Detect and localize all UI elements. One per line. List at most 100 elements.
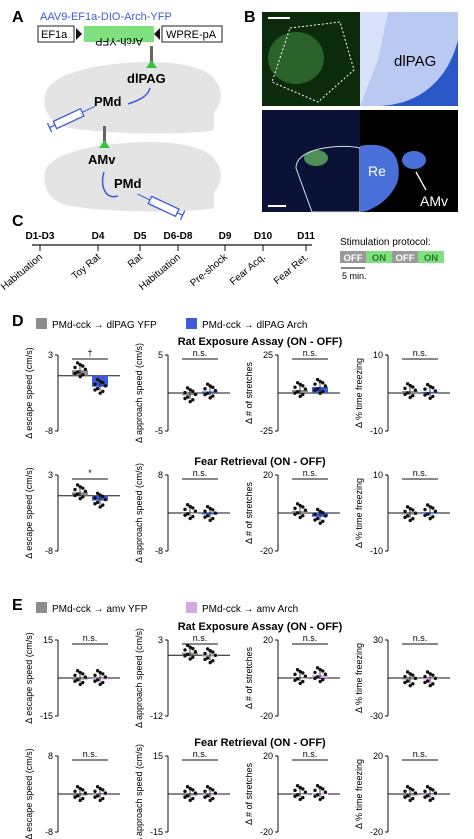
y-tick-label: 8 xyxy=(158,470,163,480)
protocol-block-on xyxy=(366,251,392,263)
significance-label: n.s. xyxy=(83,749,98,759)
data-point xyxy=(101,380,105,385)
data-point xyxy=(428,786,432,791)
y-tick-label: 3 xyxy=(48,350,53,360)
data-point xyxy=(73,371,77,376)
data-point xyxy=(405,794,410,798)
protocol-block-label: ON xyxy=(424,253,438,264)
y-tick-label: -12 xyxy=(150,711,163,721)
data-point xyxy=(208,396,212,400)
data-point xyxy=(75,794,80,798)
data-point xyxy=(183,654,187,658)
data-point xyxy=(203,789,207,793)
data-point xyxy=(95,785,100,789)
data-point xyxy=(78,496,82,501)
data-point xyxy=(318,667,322,672)
data-point xyxy=(103,675,108,679)
data-point xyxy=(93,388,97,392)
data-point xyxy=(93,789,97,793)
data-point xyxy=(433,389,438,393)
source-label-bottom: PMd xyxy=(114,176,142,191)
data-point xyxy=(298,382,302,387)
data-point xyxy=(295,502,300,506)
data-point xyxy=(185,643,190,648)
row-title: Fear Retrieval (ON - OFF) xyxy=(194,456,326,468)
data-point xyxy=(423,674,427,679)
timeline-session: Habituation xyxy=(137,252,183,293)
data-point xyxy=(75,483,80,487)
data-point xyxy=(428,396,432,400)
data-point xyxy=(411,385,415,389)
data-point xyxy=(101,672,105,676)
data-point xyxy=(425,785,430,789)
y-axis-label: Δ escape speed (cm/s) xyxy=(24,632,34,724)
data-point xyxy=(318,679,322,684)
panel-b: dlPAG Re AMv xyxy=(262,12,458,213)
data-point xyxy=(403,680,407,685)
data-point xyxy=(75,492,80,496)
data-point xyxy=(323,672,328,676)
data-point xyxy=(75,678,80,682)
y-tick-label: 3 xyxy=(158,635,163,645)
atlas-label-re: Re xyxy=(368,163,386,179)
data-point xyxy=(103,791,108,795)
data-point xyxy=(98,493,102,497)
data-point xyxy=(321,510,325,515)
y-axis-label: Δ approach speed (cm/s) xyxy=(134,628,144,728)
timeline-session: Fear Acq. xyxy=(228,252,268,288)
protocol-block-label: OFF xyxy=(396,253,415,264)
data-point xyxy=(403,509,407,514)
data-point xyxy=(208,518,212,523)
data-point xyxy=(193,791,198,795)
data-point xyxy=(95,669,100,673)
data-point xyxy=(183,513,187,517)
data-point xyxy=(301,384,305,388)
timeline-session: Rat xyxy=(126,252,145,271)
timeline-session: Toy Rat xyxy=(70,252,103,282)
data-point xyxy=(298,681,302,686)
data-point xyxy=(321,389,325,394)
projection-arrow-top xyxy=(127,87,151,105)
data-point xyxy=(405,391,410,395)
data-point xyxy=(301,795,305,800)
y-tick-label: -8 xyxy=(155,546,163,556)
data-point xyxy=(428,384,432,389)
data-point xyxy=(203,795,207,799)
data-point xyxy=(193,392,198,397)
panel-letter-d: D xyxy=(12,313,24,330)
data-point xyxy=(78,798,82,803)
data-point xyxy=(185,652,190,657)
data-point xyxy=(408,672,412,676)
data-point xyxy=(313,788,317,793)
data-point xyxy=(315,666,320,670)
data-point xyxy=(321,795,325,800)
brain-outline-top xyxy=(44,62,221,134)
data-point xyxy=(208,786,212,791)
data-point xyxy=(83,791,88,795)
data-point xyxy=(93,673,97,677)
data-point xyxy=(315,377,320,382)
data-point xyxy=(428,516,432,521)
brain-outline-bottom xyxy=(44,142,221,212)
panel-c: D1-D3 Habituation D4 Toy Rat D5 Rat D6-D8 Habit… xyxy=(0,231,444,293)
y-axis-label: Δ % time freezing xyxy=(354,643,364,713)
significance-label: n.s. xyxy=(413,749,428,759)
fiber-tip-top xyxy=(146,60,157,68)
data-point xyxy=(75,370,80,374)
data-point xyxy=(411,673,415,677)
data-point xyxy=(203,515,207,519)
y-tick-label: 20 xyxy=(263,470,273,480)
data-point xyxy=(301,392,305,397)
data-point xyxy=(183,390,187,395)
timeline-day: D4 xyxy=(92,231,105,242)
significance-label: n.s. xyxy=(303,633,318,643)
y-axis-label: Δ escape speed (cm/s) xyxy=(24,748,34,839)
data-point xyxy=(313,512,317,516)
data-point xyxy=(191,788,195,792)
data-point xyxy=(101,680,105,685)
significance-label: † xyxy=(87,348,92,358)
data-point xyxy=(211,516,215,521)
data-point xyxy=(98,798,102,803)
data-point xyxy=(313,518,317,522)
data-point xyxy=(423,795,427,799)
